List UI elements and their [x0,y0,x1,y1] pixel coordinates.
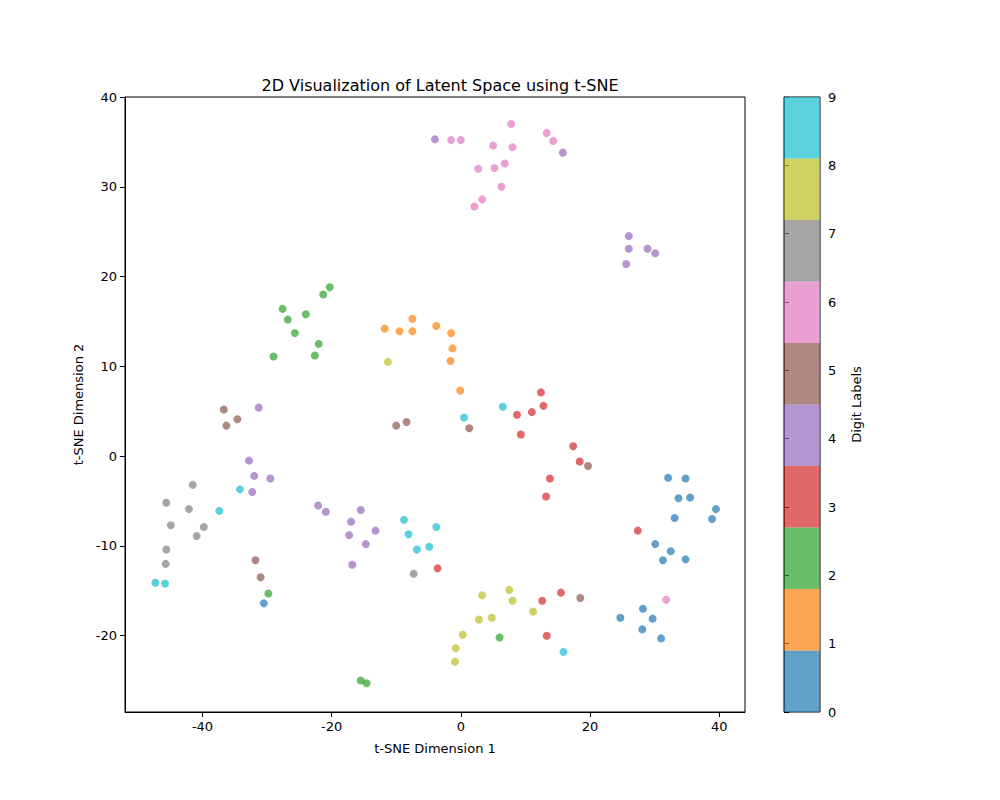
svg-text:-20: -20 [96,628,117,643]
svg-text:10: 10 [100,359,117,374]
svg-text:0: 0 [457,719,465,734]
svg-text:6: 6 [828,295,836,310]
svg-text:20: 20 [582,719,599,734]
svg-text:t-SNE Dimension 2: t-SNE Dimension 2 [71,344,86,466]
svg-text:2: 2 [828,568,836,583]
svg-text:-20: -20 [321,719,342,734]
svg-text:20: 20 [100,269,117,284]
svg-text:0: 0 [109,449,117,464]
svg-text:5: 5 [828,363,836,378]
svg-text:-10: -10 [96,538,117,553]
svg-text:3: 3 [828,500,836,515]
svg-text:30: 30 [100,179,117,194]
svg-text:40: 40 [711,719,728,734]
svg-text:Digit Labels: Digit Labels [849,366,864,443]
svg-text:0: 0 [828,705,836,720]
svg-text:1: 1 [828,636,836,651]
svg-text:9: 9 [828,90,836,105]
svg-text:4: 4 [828,431,836,446]
svg-text:40: 40 [100,90,117,105]
svg-text:8: 8 [828,158,836,173]
svg-text:2D Visualization of Latent Spa: 2D Visualization of Latent Space using t… [261,76,618,95]
svg-text:t-SNE Dimension 1: t-SNE Dimension 1 [374,741,496,756]
svg-text:7: 7 [828,226,836,241]
svg-text:-40: -40 [192,719,213,734]
